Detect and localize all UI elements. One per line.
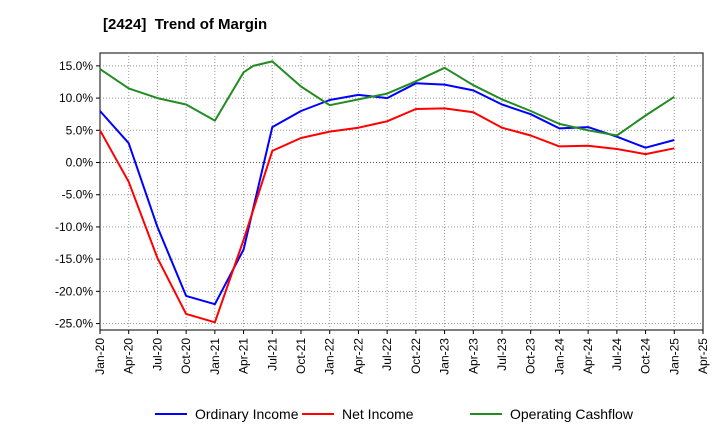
y-tick-label: -20.0% — [55, 284, 93, 298]
y-tick-label: 5.0% — [66, 123, 94, 137]
x-tick-label: Apr-25 — [696, 338, 710, 374]
x-tick-label: Oct-21 — [294, 338, 308, 374]
y-tick-label: 15.0% — [59, 59, 93, 73]
x-tick-label: Apr-23 — [466, 338, 480, 374]
x-tick-label: Jul-21 — [265, 338, 279, 371]
net-income-legend-label: Net Income — [342, 406, 414, 422]
x-tick-label: Apr-22 — [351, 338, 365, 374]
x-tick-label: Jan-23 — [438, 338, 452, 375]
x-tick-label: Apr-20 — [122, 338, 136, 374]
x-tick-label: Jul-22 — [380, 338, 394, 371]
operating-cashflow-legend-label: Operating Cashflow — [510, 406, 634, 422]
y-tick-label: -10.0% — [55, 220, 93, 234]
x-tick-label: Oct-22 — [409, 338, 423, 374]
x-tick-label: Jan-24 — [552, 338, 566, 375]
x-tick-label: Apr-24 — [581, 338, 595, 374]
plot-area — [99, 52, 704, 331]
y-tick-label: -25.0% — [55, 317, 93, 331]
x-tick-label: Jan-20 — [93, 338, 107, 375]
x-tick-label: Oct-20 — [179, 338, 193, 374]
x-tick-label: Oct-24 — [639, 338, 653, 374]
x-tick-label: Jan-22 — [323, 338, 337, 375]
y-tick-label: -5.0% — [62, 188, 94, 202]
operating-cashflow-line — [99, 60, 675, 137]
y-tick-label: 0.0% — [66, 156, 94, 170]
y-tick-label: -15.0% — [55, 252, 93, 266]
chart-title: [2424] Trend of Margin — [103, 16, 268, 33]
x-tick-label: Jan-21 — [208, 338, 222, 375]
y-tick-label: 10.0% — [59, 91, 93, 105]
ordinary-income-legend-label: Ordinary Income — [195, 406, 299, 422]
x-tick-label: Oct-23 — [524, 338, 538, 374]
net-income-line — [99, 107, 675, 324]
x-tick-label: Apr-21 — [237, 338, 251, 374]
x-tick-label: Jan-25 — [667, 338, 681, 375]
x-tick-label: Jul-20 — [150, 338, 164, 371]
x-tick-label: Jul-24 — [610, 338, 624, 371]
x-tick-label: Jul-23 — [495, 338, 509, 371]
